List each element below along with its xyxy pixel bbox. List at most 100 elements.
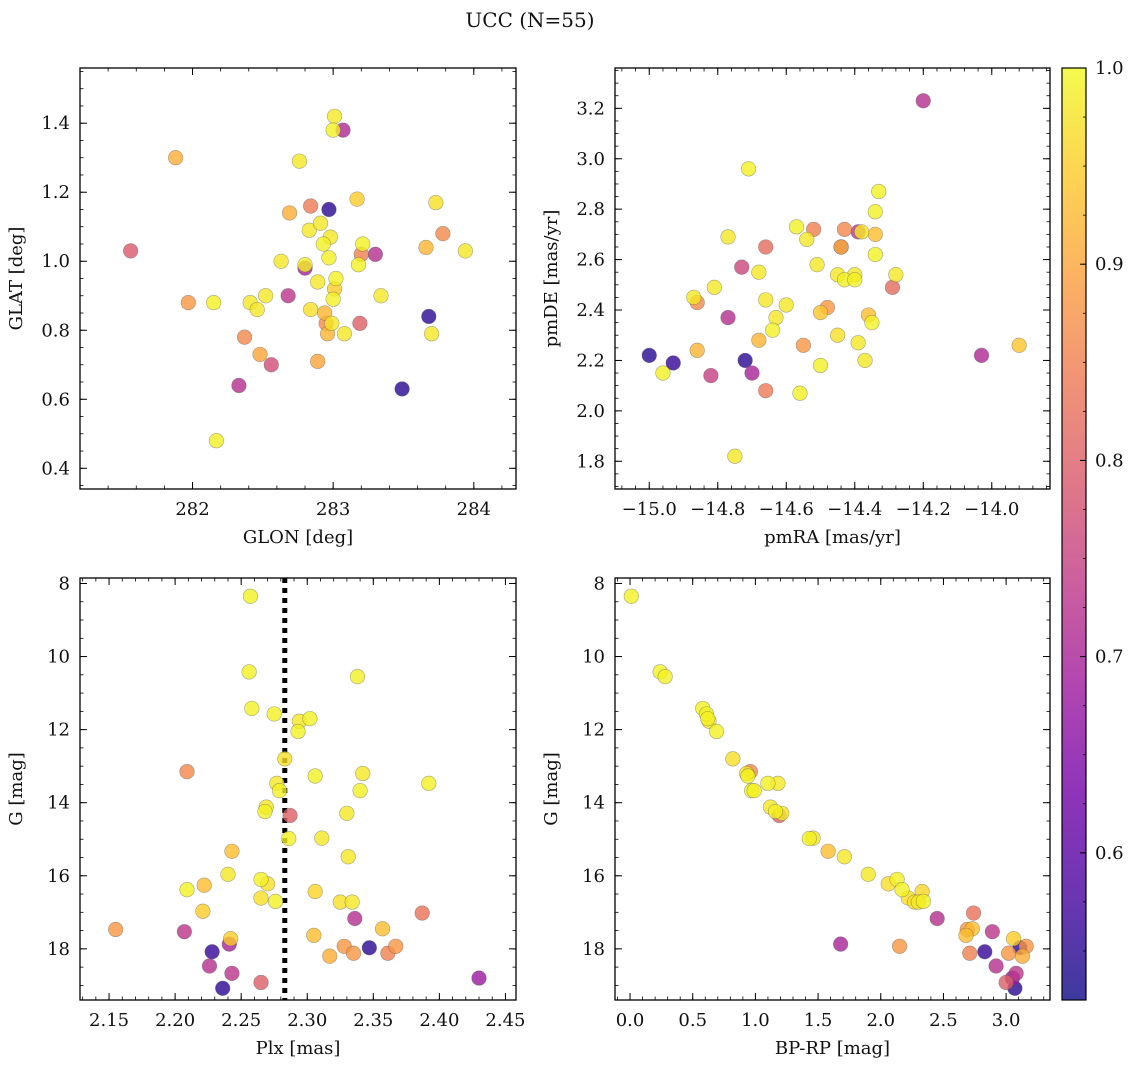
data-point	[854, 224, 870, 240]
data-point	[812, 357, 829, 374]
data-point	[231, 377, 247, 394]
data-point	[641, 347, 657, 363]
data-point	[751, 332, 767, 348]
x-axis-label: BP-RP [mag]	[775, 1038, 890, 1059]
data-point	[833, 239, 849, 255]
x-tick-label: 0.0	[616, 1010, 645, 1031]
data-point	[345, 945, 362, 961]
y-tick-label: 12	[47, 720, 70, 741]
scatter-points	[623, 588, 1034, 996]
data-point	[418, 239, 434, 256]
plot-frame	[614, 67, 1051, 490]
data-point	[812, 304, 829, 321]
y-tick-label: 2.0	[576, 401, 605, 422]
data-point	[281, 830, 297, 847]
data-point	[303, 301, 319, 318]
data-point	[740, 161, 757, 177]
data-point	[242, 588, 259, 604]
colorbar-tick-label: 0.8	[1095, 450, 1124, 471]
data-point	[367, 246, 383, 262]
data-point	[836, 849, 853, 865]
chart-panel-4: 0.0 0.5 1.0 1.5 2.0 2.5 3.0 8 10 12 14 16 18 BP-RP [m…	[541, 573, 1051, 1059]
y-tick-label: 1.2	[41, 182, 70, 203]
data-point	[123, 243, 139, 259]
data-point	[267, 893, 284, 909]
data-point	[322, 948, 338, 964]
data-point	[984, 924, 1000, 940]
colorbar-frame	[1061, 67, 1087, 1001]
y-axis-label: G [mag]	[541, 752, 562, 825]
data-point	[266, 706, 282, 722]
x-tick-label: 2.40	[419, 1010, 459, 1031]
data-point	[860, 866, 876, 882]
data-point	[734, 259, 750, 275]
data-point	[302, 711, 318, 727]
data-point	[168, 150, 184, 166]
data-point	[315, 236, 331, 252]
data-point	[263, 357, 279, 373]
y-tick-label: 1.0	[41, 251, 70, 272]
y-tick-label: 3.2	[576, 98, 605, 119]
data-point	[867, 246, 883, 263]
data-point	[891, 938, 908, 954]
data-point	[915, 93, 931, 109]
y-axis-label: G [mag]	[6, 752, 27, 825]
data-point	[767, 803, 784, 820]
data-point	[788, 219, 805, 235]
data-point	[236, 329, 253, 345]
data-point	[792, 385, 808, 401]
x-tick-label: 2.0	[866, 1010, 895, 1031]
data-point	[758, 239, 774, 255]
data-point	[720, 229, 736, 245]
data-point	[795, 337, 811, 353]
scatter-points	[123, 108, 473, 449]
y-tick-label: 1.8	[576, 451, 605, 472]
data-point	[347, 910, 363, 927]
data-point	[760, 775, 776, 791]
data-point	[208, 433, 225, 449]
data-point	[929, 910, 945, 927]
data-point	[758, 383, 774, 399]
data-point	[258, 288, 274, 304]
x-tick-label: −14.0	[964, 499, 1019, 520]
colorbar-tick-label: 0.9	[1095, 254, 1124, 275]
y-tick-label: 3.0	[576, 149, 605, 170]
data-point	[867, 204, 883, 220]
x-tick-label: 2.5	[929, 1010, 958, 1031]
data-point	[471, 970, 487, 986]
data-point	[307, 768, 323, 784]
data-point	[751, 264, 767, 280]
x-tick-label: −14.8	[690, 499, 745, 520]
x-tick-label: −14.2	[896, 499, 951, 520]
data-point	[857, 352, 873, 369]
data-point	[725, 751, 741, 767]
data-point	[768, 309, 784, 326]
data-point	[252, 346, 268, 363]
data-point	[271, 783, 288, 799]
colorbar-tick-label: 0.6	[1095, 843, 1124, 864]
data-point	[977, 944, 993, 960]
data-point	[421, 308, 437, 325]
data-point	[778, 297, 794, 313]
y-tick-label: 16	[582, 866, 605, 887]
data-point	[206, 295, 222, 311]
data-point	[204, 944, 220, 960]
data-point	[665, 355, 681, 371]
data-point	[703, 367, 719, 384]
data-point	[273, 253, 289, 269]
data-point	[314, 830, 330, 846]
y-tick-label: 2.4	[576, 300, 605, 321]
data-point	[958, 927, 974, 943]
data-point	[1006, 931, 1022, 947]
data-point	[1001, 945, 1017, 961]
y-tick-label: 14	[582, 793, 605, 814]
data-point	[888, 267, 904, 283]
data-point	[374, 921, 391, 937]
data-point	[306, 927, 322, 943]
data-point	[973, 347, 990, 363]
data-point	[176, 924, 192, 940]
data-point	[352, 783, 368, 799]
data-point	[277, 751, 293, 767]
data-point	[215, 980, 231, 996]
colorbar-gradient	[1062, 68, 1086, 1000]
